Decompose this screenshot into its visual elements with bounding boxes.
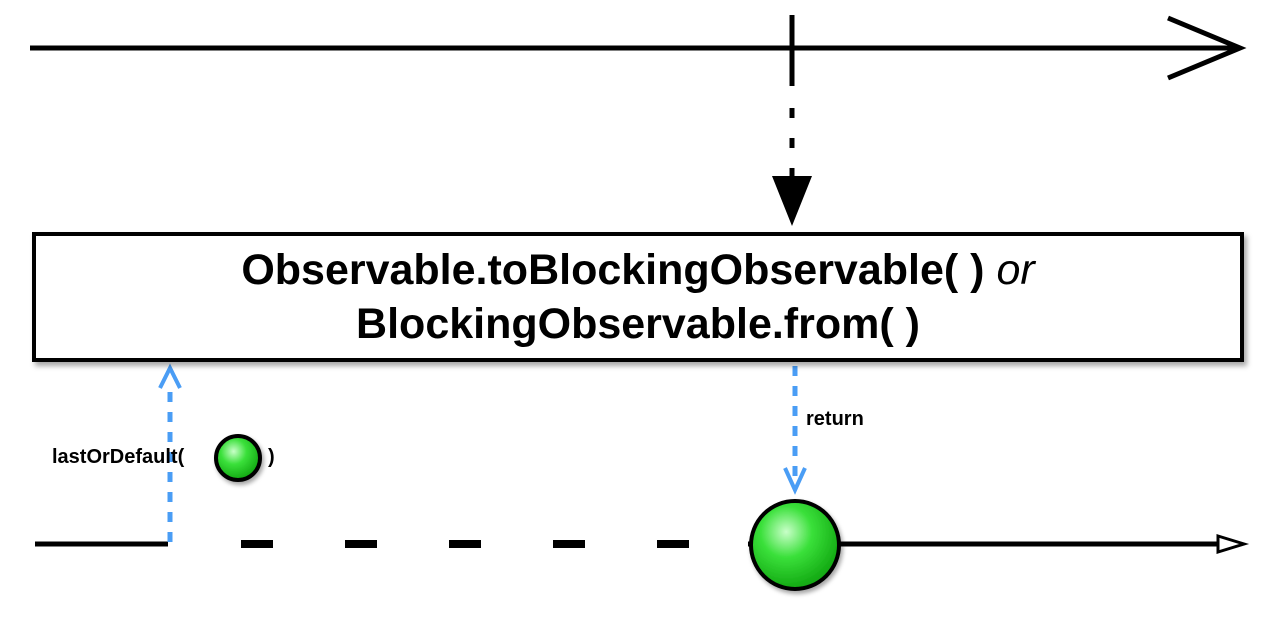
input-arrow [772,108,812,226]
result-timeline-arrowhead [1216,533,1250,555]
source-timeline-arrowhead [1167,15,1247,81]
input-arrowhead [772,176,812,226]
operator-line-2: BlockingObservable.from( ) [356,297,920,351]
method-label-prefix: lastOrDefault( [52,446,185,468]
default-value-marble [214,434,262,482]
operator-connector: or [996,246,1035,294]
call-arrowhead [158,363,182,389]
operator-box: Observable.toBlockingObservable( ) or Bl… [32,232,1244,362]
return-arrowhead [783,467,807,495]
source-timeline [30,15,1247,86]
method-label-suffix: ) [268,446,275,468]
operator-name-2: BlockingObservable.from( ) [356,300,920,348]
return-label: return [806,408,864,430]
operator-name-1: Observable.toBlockingObservable( ) [241,246,985,294]
result-timeline [35,533,1250,555]
operator-line-1: Observable.toBlockingObservable( ) or [241,243,1034,297]
call-arrow [158,363,182,542]
return-arrow [783,366,807,495]
result-marble [749,499,841,591]
